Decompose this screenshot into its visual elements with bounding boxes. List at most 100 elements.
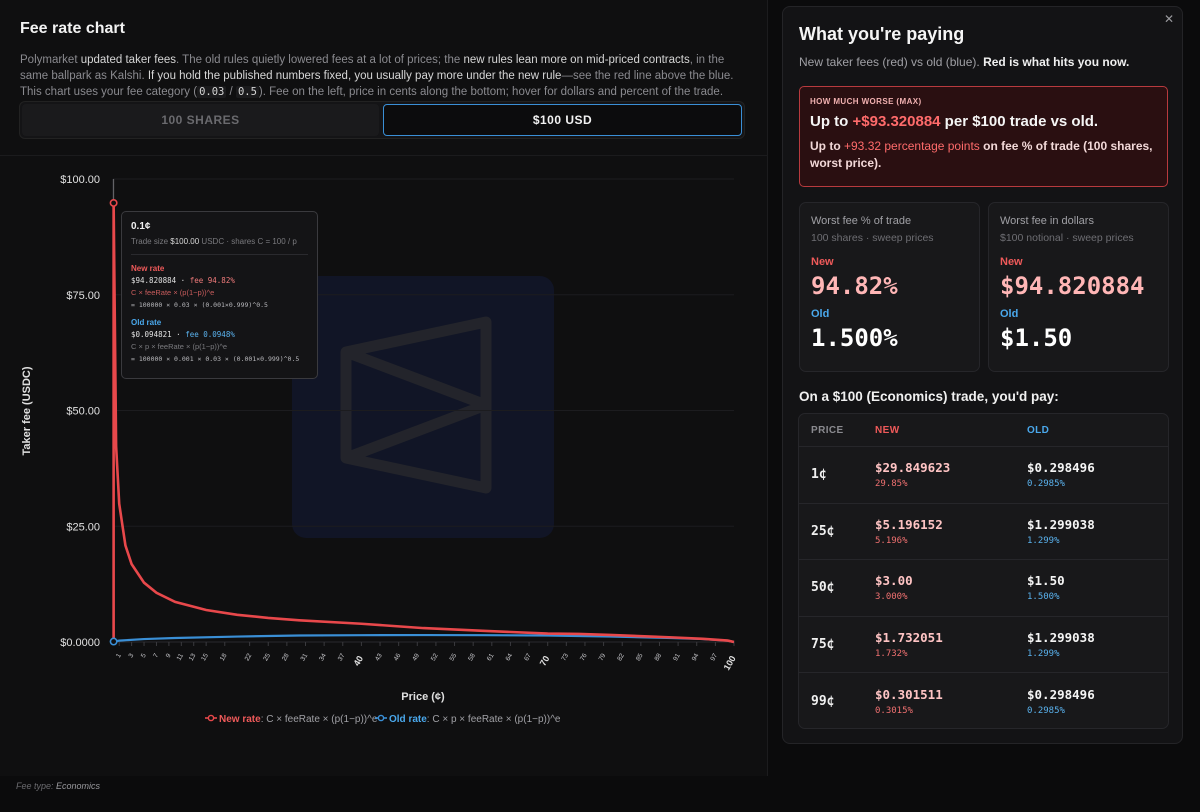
tooltip-old-calc: = 100000 × 0.001 × 0.03 × (0.001×0.999)^…	[131, 355, 300, 363]
tooltip-size-rest: USDC · shares C = 100 / p	[199, 237, 297, 246]
tooltip-new-formula: C × feeRate × (p(1−p))^e	[131, 288, 215, 297]
svg-text:New rate: C × feeRate × (p(1−p: New rate: C × feeRate × (p(1−p))^e	[219, 714, 378, 725]
tooltip-new-calc: = 100000 × 0.03 × (0.001×0.999)^0.5	[131, 301, 268, 309]
card-old-label: Old	[1000, 308, 1019, 320]
chart-description: Polymarket updated taker fees. The old r…	[20, 52, 748, 100]
summary-panel: ✕ What you're paying New taker fees (red…	[782, 6, 1183, 744]
row-old-pct: 1.299%	[1027, 535, 1060, 546]
row-old-value: $1.299038	[1027, 516, 1095, 532]
x-axis-label: Price (¢)	[401, 691, 445, 703]
x-tick-label: 11	[176, 652, 186, 662]
worse-callout: HOW MUCH WORSE (MAX) Up to +$93.320884 p…	[799, 86, 1168, 187]
trade-size-toggle: 100 SHARES $100 USD	[19, 101, 745, 139]
hover-point-new-rate	[109, 198, 118, 207]
card-worst-fee-dollars: Worst fee in dollars $100 notional · swe…	[988, 202, 1169, 372]
desc-text: ). Fee on the left, price in cents along…	[258, 86, 724, 98]
footer-label: Fee type:	[16, 781, 57, 791]
x-tick-label: 64	[504, 652, 514, 662]
fee-line-chart[interactable]: $0.0000$25.00$50.00$75.00$100.00 1 3 5 7 9 11…	[0, 156, 768, 756]
x-tick-label: 7	[152, 652, 160, 659]
toggle-100-shares[interactable]: 100 SHARES	[22, 104, 379, 136]
svg-text:Old rate: C × p × feeRate × (p: Old rate: C × p × feeRate × (p(1−p))^e	[389, 714, 561, 725]
x-tick-label: 88	[654, 652, 664, 662]
fee-exponent-code: 0.5	[235, 86, 259, 98]
row-new-pct: 3.000%	[875, 592, 908, 603]
x-tick-label: 43	[374, 652, 384, 662]
y-tick-label: $25.00	[66, 521, 100, 533]
table-row: 1¢ $29.849623 29.85% $0.298496 0.2985%	[799, 447, 1168, 504]
row-new-pct: 0.3015%	[875, 705, 913, 716]
row-old-pct: 1.500%	[1027, 592, 1060, 603]
worse-text: on fee % of trade (100 shares, worst pri…	[810, 139, 1153, 170]
footer-value: Economics	[56, 781, 101, 791]
row-old-pct: 0.2985%	[1027, 705, 1065, 716]
row-price: 75¢	[811, 636, 835, 652]
desc-emph: If you hold the published numbers fixed,…	[147, 70, 562, 82]
subtitle-emph: Red is what hits you now.	[983, 55, 1130, 69]
card-new-value: $94.820884	[1000, 272, 1145, 300]
divider	[0, 155, 768, 156]
card-title: Worst fee in dollars	[1000, 215, 1094, 227]
x-tick-label: 97	[709, 652, 719, 662]
table-row: 75¢ $1.732051 1.732% $1.299038 1.299%	[799, 617, 1168, 673]
chart-hover-tooltip: 0.1¢ Trade size $100.00 USDC · shares C …	[121, 211, 318, 379]
card-old-label: Old	[811, 308, 830, 320]
tooltip-separator: ·	[171, 330, 186, 339]
x-tick-label: 5	[140, 652, 148, 659]
x-tick-label: 76	[579, 652, 589, 662]
header-old: OLD	[1027, 424, 1050, 436]
card-subtitle: 100 shares · sweep prices	[811, 232, 934, 244]
desc-emph: updated taker fees	[80, 54, 176, 66]
x-tick-label: 85	[635, 652, 645, 662]
table-row: 25¢ $5.196152 5.196% $1.299038 1.299%	[799, 504, 1168, 560]
fee-type-footer: Fee type: Economics	[16, 781, 100, 791]
tooltip-size-label: Trade size	[131, 237, 171, 246]
tooltip-size-value: $100.00	[170, 237, 200, 246]
row-old-value: $0.298496	[1027, 460, 1095, 476]
x-axis-ticks: 1 3 5 7 9 11 13 15 18 22 25 28 31 34 37 40 43 46 49 52 55 58 6…	[115, 642, 738, 672]
desc-text: , in the same ballpark as Kalshi.	[20, 54, 725, 82]
worse-pct-line: Up to +93.32 percentage points on fee % …	[810, 138, 1157, 172]
row-new-pct: 1.732%	[875, 648, 908, 659]
tooltip-old-pct: fee 0.0948%	[185, 330, 235, 339]
x-tick-label: 70	[538, 654, 552, 668]
card-title: Worst fee % of trade	[811, 215, 912, 227]
legend-new-rate[interactable]: New rate: C × feeRate × (p(1−p))^e	[205, 714, 378, 725]
card-old-value: 1.500%	[811, 324, 898, 352]
legend-old-formula: : C × p × feeRate × (p(1−p))^e	[427, 714, 561, 725]
x-tick-label: 58	[467, 652, 477, 662]
card-new-label: New	[1000, 256, 1023, 268]
y-tick-label: $100.00	[60, 174, 100, 186]
row-new-value: $5.196152	[875, 516, 943, 532]
series-line-new-rate	[112, 202, 735, 644]
x-tick-label: 18	[219, 652, 229, 662]
tooltip-old-formula: C × p × feeRate × (p(1−p))^e	[131, 342, 228, 351]
worse-text: per $100 trade vs old.	[940, 113, 1099, 130]
summary-title: What you're paying	[799, 24, 965, 44]
y-tick-label: $0.0000	[60, 637, 100, 649]
close-icon[interactable]: ✕	[1163, 12, 1174, 26]
x-tick-label: 49	[411, 652, 421, 662]
x-tick-label: 1	[115, 652, 123, 659]
x-tick-label: 25	[262, 652, 272, 662]
card-worst-fee-pct: Worst fee % of trade 100 shares · sweep …	[799, 202, 980, 372]
tooltip-new-label: New rate	[131, 264, 165, 273]
desc-text: . The old rules quietly lowered fees at …	[175, 54, 464, 66]
subtitle-text: New taker fees (red) vs old (blue).	[799, 55, 984, 69]
row-old-value: $0.298496	[1027, 686, 1095, 702]
worse-pct-value: +93.32 percentage points	[844, 139, 980, 153]
toggle-100-usd[interactable]: $100 USD	[383, 104, 742, 136]
desc-text: —see the red line above the blue. This c…	[20, 70, 734, 98]
tooltip-new-pct: fee 94.82%	[189, 276, 235, 285]
x-tick-label: 31	[300, 652, 310, 662]
legend-old-rate[interactable]: Old rate: C × p × feeRate × (p(1−p))^e	[375, 714, 561, 725]
row-price: 50¢	[811, 580, 835, 596]
pay-table-header: PRICE NEW OLD	[799, 414, 1168, 447]
worse-dollar-value: +$93.320884	[852, 113, 941, 130]
row-new-value: $0.301511	[875, 686, 943, 702]
fee-rate-code: 0.03	[197, 86, 227, 98]
row-old-value: $1.50	[1027, 573, 1065, 589]
card-subtitle: $100 notional · sweep prices	[1000, 232, 1134, 244]
x-tick-label: 55	[449, 652, 459, 662]
tooltip-new-value: $94.820884	[131, 276, 177, 285]
